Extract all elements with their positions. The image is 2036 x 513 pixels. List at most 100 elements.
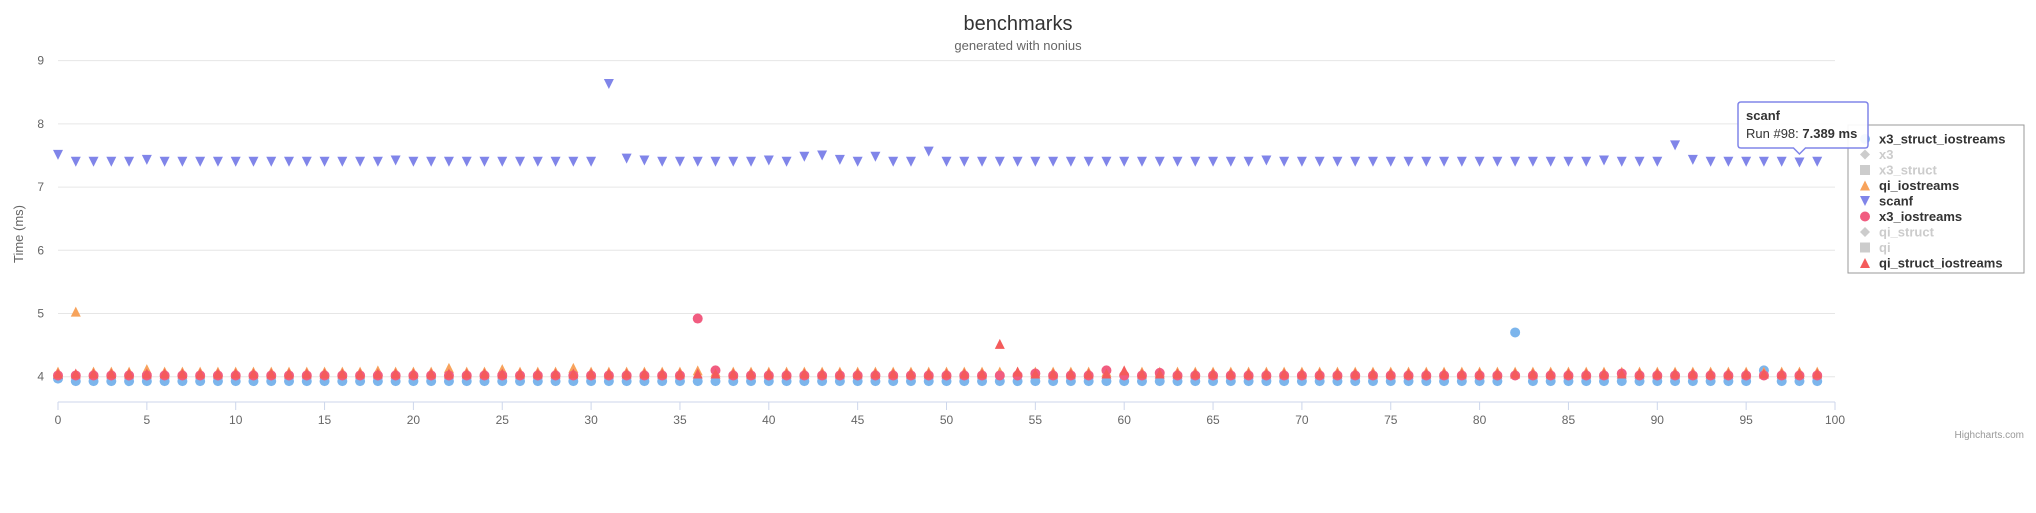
data-point[interactable] (1065, 368, 1076, 379)
data-point[interactable] (159, 156, 170, 167)
data-point[interactable] (1101, 376, 1112, 387)
data-point[interactable] (70, 156, 81, 167)
data-point[interactable] (1048, 368, 1059, 379)
data-point[interactable] (372, 368, 383, 379)
data-point[interactable] (1332, 368, 1343, 379)
data-point[interactable] (1385, 368, 1396, 379)
legend-symbol[interactable] (1860, 149, 1870, 160)
data-point[interactable] (230, 156, 241, 167)
legend-item-x3_iostreams[interactable]: x3_iostreams (1860, 209, 1962, 224)
data-point[interactable] (1030, 368, 1041, 379)
data-point[interactable] (1190, 368, 1201, 379)
data-point[interactable] (1225, 156, 1236, 167)
data-point[interactable] (888, 156, 899, 167)
data-point[interactable] (70, 306, 81, 317)
legend-symbol[interactable] (1860, 180, 1870, 191)
data-point[interactable] (763, 368, 774, 379)
data-point[interactable] (692, 376, 703, 387)
data-point[interactable] (443, 368, 454, 379)
data-point[interactable] (141, 368, 152, 379)
data-point[interactable] (1208, 368, 1219, 379)
data-point[interactable] (1474, 156, 1485, 167)
data-point[interactable] (1598, 155, 1609, 166)
data-point[interactable] (70, 368, 81, 379)
data-point[interactable] (1136, 156, 1147, 167)
data-point[interactable] (284, 156, 295, 167)
data-point[interactable] (977, 368, 988, 379)
data-point[interactable] (1776, 156, 1787, 167)
data-point[interactable] (799, 151, 810, 162)
data-point[interactable] (639, 368, 650, 379)
data-point[interactable] (781, 368, 792, 379)
data-point[interactable] (1474, 368, 1485, 379)
data-point[interactable] (1314, 156, 1325, 167)
data-point[interactable] (959, 368, 970, 379)
data-point[interactable] (994, 338, 1005, 349)
data-point[interactable] (266, 368, 277, 379)
data-point[interactable] (195, 156, 206, 167)
data-point[interactable] (1510, 368, 1521, 379)
data-point[interactable] (1403, 156, 1414, 167)
data-point[interactable] (337, 368, 348, 379)
data-point[interactable] (1296, 156, 1307, 167)
data-point[interactable] (212, 156, 223, 167)
legend-label[interactable]: x3 (1879, 147, 1893, 162)
data-point[interactable] (1012, 156, 1023, 167)
data-point[interactable] (1670, 368, 1681, 379)
data-point[interactable] (266, 156, 277, 167)
data-point[interactable] (1350, 368, 1361, 379)
data-point[interactable] (372, 156, 383, 167)
data-point[interactable] (1652, 156, 1663, 167)
data-point[interactable] (408, 368, 419, 379)
legend-symbol[interactable] (1860, 227, 1870, 237)
data-point[interactable] (817, 150, 828, 161)
data-point[interactable] (443, 362, 454, 373)
data-point[interactable] (426, 368, 437, 379)
data-point[interactable] (657, 156, 668, 167)
data-point[interactable] (1492, 368, 1503, 379)
data-point[interactable] (426, 156, 437, 167)
data-point[interactable] (799, 368, 810, 379)
data-point[interactable] (746, 368, 757, 379)
data-point[interactable] (355, 368, 366, 379)
data-point[interactable] (550, 368, 561, 379)
legend-symbol[interactable] (1860, 258, 1870, 268)
data-point[interactable] (497, 156, 508, 167)
data-point[interactable] (852, 368, 863, 379)
data-point[interactable] (692, 313, 703, 324)
data-point[interactable] (1367, 368, 1378, 379)
data-point[interactable] (1101, 368, 1112, 379)
data-point[interactable] (106, 368, 117, 379)
data-point[interactable] (1705, 156, 1716, 167)
data-point[interactable] (479, 156, 490, 167)
data-point[interactable] (1687, 368, 1698, 379)
data-point[interactable] (1545, 156, 1556, 167)
data-point[interactable] (1279, 156, 1290, 167)
data-point[interactable] (1367, 156, 1378, 167)
data-point[interactable] (159, 368, 170, 379)
data-point[interactable] (301, 156, 312, 167)
data-point[interactable] (355, 156, 366, 167)
data-point[interactable] (923, 368, 934, 379)
data-point[interactable] (1154, 156, 1165, 167)
data-point[interactable] (586, 368, 597, 379)
data-point[interactable] (834, 154, 845, 165)
data-point[interactable] (212, 368, 223, 379)
data-point[interactable] (408, 156, 419, 167)
data-point[interactable] (568, 362, 579, 373)
data-point[interactable] (977, 156, 988, 167)
data-point[interactable] (1616, 368, 1627, 379)
data-point[interactable] (1154, 376, 1165, 387)
data-point[interactable] (692, 156, 703, 167)
legend-label[interactable]: qi_struct_iostreams (1879, 256, 2003, 271)
data-point[interactable] (177, 368, 188, 379)
data-point[interactable] (284, 368, 295, 379)
data-point[interactable] (1119, 365, 1130, 376)
data-point[interactable] (1812, 368, 1823, 379)
data-point[interactable] (1510, 156, 1521, 167)
data-point[interactable] (1065, 156, 1076, 167)
data-point[interactable] (1261, 155, 1272, 166)
data-point[interactable] (674, 156, 685, 167)
data-point[interactable] (603, 368, 614, 379)
data-point[interactable] (728, 368, 739, 379)
